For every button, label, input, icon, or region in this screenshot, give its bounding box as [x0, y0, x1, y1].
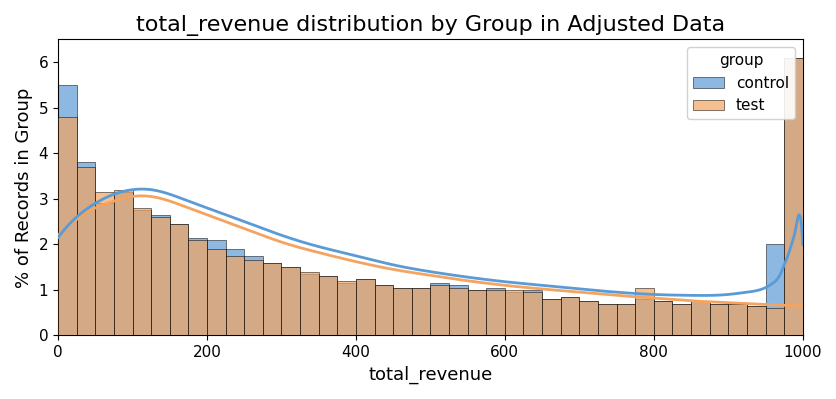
Bar [504, 290, 522, 336]
Bar [188, 240, 206, 336]
Bar [635, 288, 653, 336]
Bar [95, 192, 114, 336]
Bar [671, 304, 691, 336]
Bar [114, 192, 132, 336]
Bar [355, 279, 374, 336]
Bar [542, 299, 560, 336]
Bar [727, 304, 746, 336]
Bar [281, 267, 299, 336]
Bar [188, 237, 206, 336]
Bar [58, 85, 77, 336]
Bar [411, 288, 430, 336]
Bar [430, 283, 448, 336]
Bar [170, 224, 188, 336]
X-axis label: total_revenue: total_revenue [368, 366, 492, 384]
Bar [206, 240, 226, 336]
Bar [226, 256, 244, 336]
Bar [653, 301, 671, 336]
Bar [355, 279, 374, 336]
Bar [671, 304, 691, 336]
Bar [783, 57, 802, 336]
Bar [448, 285, 467, 336]
Bar [226, 249, 244, 336]
Bar [299, 274, 319, 336]
Bar [244, 260, 263, 336]
Bar [374, 285, 393, 336]
Bar [746, 306, 765, 336]
Bar [58, 117, 77, 336]
Title: total_revenue distribution by Group in Adjusted Data: total_revenue distribution by Group in A… [135, 15, 724, 36]
Bar [151, 217, 170, 336]
Bar [77, 167, 95, 336]
Bar [504, 292, 522, 336]
Bar [616, 304, 635, 336]
Bar [132, 208, 151, 336]
Bar [727, 304, 746, 336]
Bar [95, 203, 114, 336]
Bar [206, 249, 226, 336]
Bar [579, 301, 597, 336]
Bar [597, 304, 616, 336]
Bar [709, 304, 727, 336]
Bar [522, 292, 542, 336]
Bar [299, 272, 319, 336]
Bar [522, 290, 542, 336]
Y-axis label: % of Records in Group: % of Records in Group [15, 87, 33, 288]
Legend: control, test: control, test [686, 47, 794, 119]
Bar [709, 304, 727, 336]
Bar [281, 267, 299, 336]
Bar [783, 57, 802, 336]
Bar [542, 299, 560, 336]
Bar [77, 162, 95, 336]
Bar [337, 283, 355, 336]
Bar [393, 288, 411, 336]
Bar [448, 288, 467, 336]
Bar [560, 297, 579, 336]
Bar [430, 285, 448, 336]
Bar [691, 301, 709, 336]
Bar [244, 256, 263, 336]
Bar [263, 263, 281, 336]
Bar [486, 290, 504, 336]
Bar [746, 306, 765, 336]
Bar [319, 276, 337, 336]
Bar [114, 190, 132, 336]
Bar [579, 301, 597, 336]
Bar [319, 276, 337, 336]
Bar [653, 301, 671, 336]
Bar [337, 281, 355, 336]
Bar [691, 301, 709, 336]
Bar [263, 263, 281, 336]
Bar [151, 215, 170, 336]
Bar [765, 244, 783, 336]
Bar [393, 288, 411, 336]
Bar [765, 308, 783, 336]
Bar [635, 299, 653, 336]
Bar [597, 304, 616, 336]
Bar [411, 288, 430, 336]
Bar [374, 285, 393, 336]
Bar [132, 210, 151, 336]
Bar [616, 304, 635, 336]
Bar [467, 290, 486, 336]
Bar [467, 290, 486, 336]
Bar [560, 297, 579, 336]
Bar [486, 288, 504, 336]
Bar [170, 224, 188, 336]
